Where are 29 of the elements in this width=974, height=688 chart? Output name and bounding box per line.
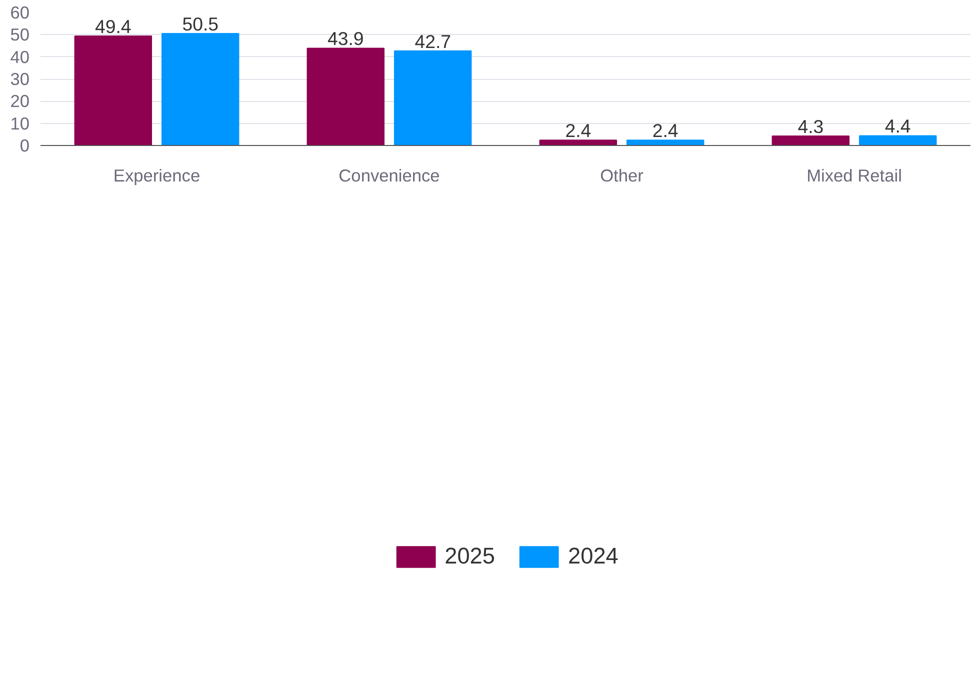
- data-label: 2.4: [565, 120, 592, 142]
- bar: [161, 33, 240, 146]
- x-tick-label: Convenience: [338, 166, 440, 186]
- bar: [539, 140, 618, 146]
- x-tick-label: Mixed Retail: [806, 166, 902, 186]
- bar: [394, 50, 472, 146]
- data-label: 2.4: [652, 120, 678, 142]
- data-label: 4.3: [798, 116, 824, 137]
- y-tick-label: 10: [10, 113, 30, 134]
- y-tick-label: 0: [20, 136, 30, 156]
- data-label: 43.9: [328, 28, 364, 50]
- y-tick-label: 50: [10, 24, 30, 45]
- bar: [858, 135, 937, 146]
- legend-label: 2024: [568, 542, 618, 570]
- bar: [626, 140, 704, 146]
- y-tick-label: 20: [10, 91, 30, 112]
- data-label: 42.7: [414, 30, 451, 52]
- bar: [772, 135, 850, 146]
- y-tick-label: 40: [10, 46, 30, 67]
- bar: [306, 48, 385, 146]
- data-label: 4.4: [884, 116, 911, 137]
- x-tick-label: Experience: [113, 166, 200, 186]
- data-label: 50.5: [182, 14, 218, 35]
- legend-label: 2025: [444, 542, 495, 570]
- data-label: 49.4: [95, 16, 132, 37]
- bar: [74, 35, 152, 146]
- y-tick-label: 30: [10, 69, 30, 89]
- y-tick-label: 60: [10, 2, 30, 22]
- x-tick-label: Other: [600, 166, 644, 186]
